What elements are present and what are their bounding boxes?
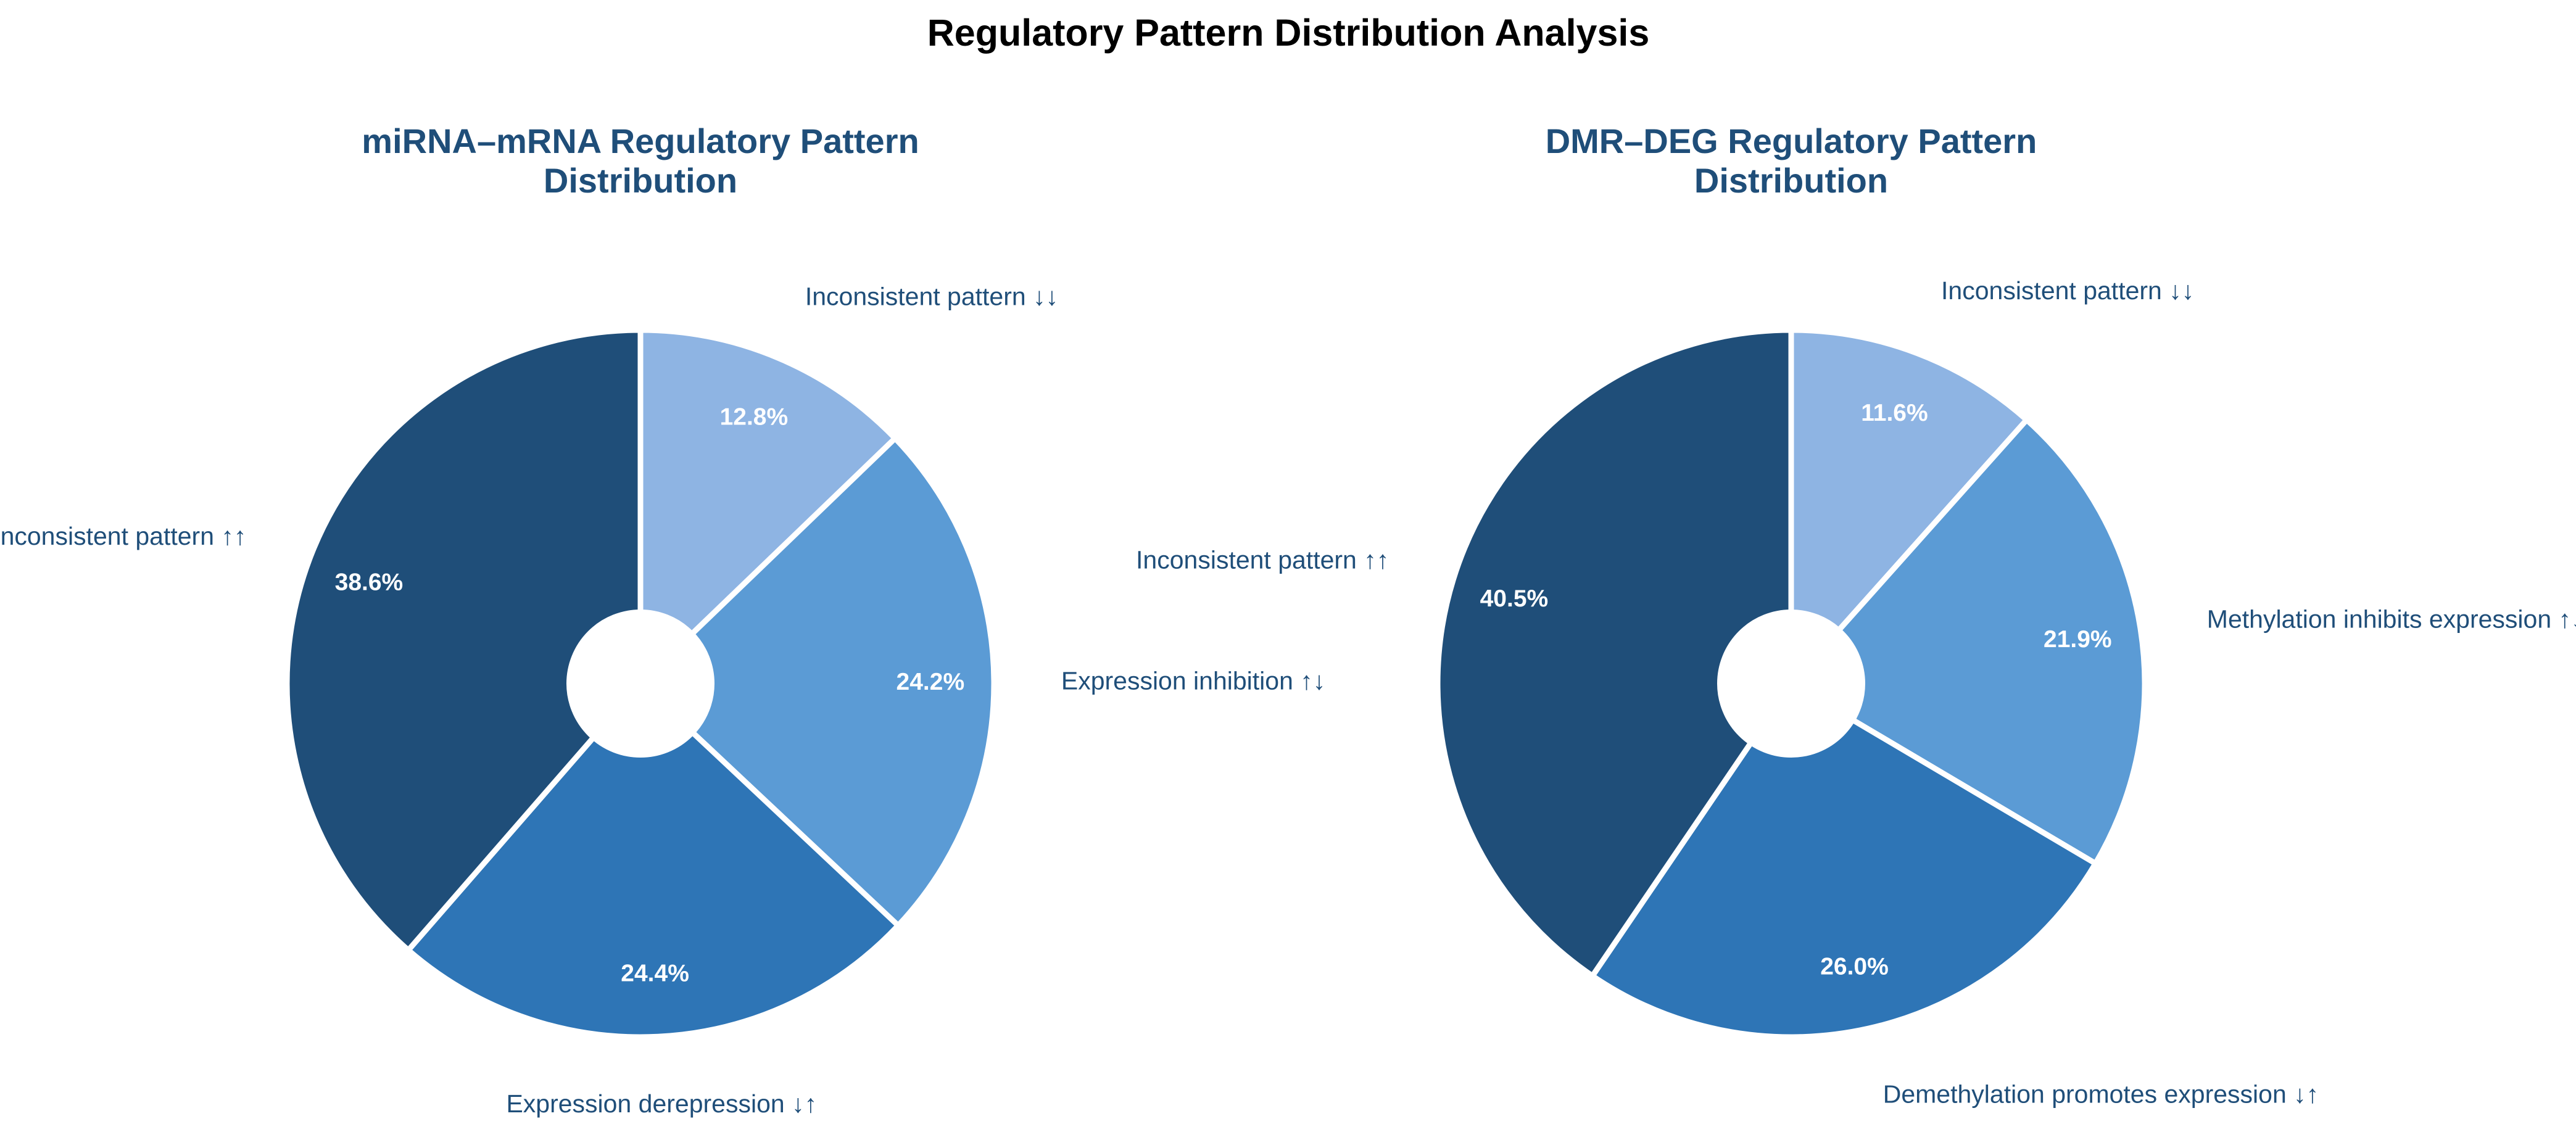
pie-title-line-1: miRNA–mRNA Regulatory Pattern xyxy=(362,122,919,160)
pie-slice-expression-inhibition-updown xyxy=(637,436,997,928)
pie-slice-inconsistent-pattern-upup xyxy=(1435,327,1794,979)
category-label-expression-derepression-downup: Expression derepression ↓↑ xyxy=(506,1089,817,1118)
pct-label-expression-inhibition-updown: 24.2% xyxy=(897,669,965,695)
pct-label-inconsistent-pattern-upup: 40.5% xyxy=(1480,585,1549,612)
figure-title: Regulatory Pattern Distribution Analysis xyxy=(927,12,1650,54)
pie-title-line-1: DMR–DEG Regulatory Pattern xyxy=(1546,122,2037,160)
pct-label-demethylation-promotes-expression-downup: 26.0% xyxy=(1820,954,1889,980)
pie-slice-inconsistent-pattern-downdown xyxy=(1788,327,2030,687)
pct-label-inconsistent-pattern-upup: 38.6% xyxy=(335,569,404,595)
pie-slice-inconsistent-pattern-downdown xyxy=(637,327,898,687)
pie-title-line-2: Distribution xyxy=(1694,161,1888,200)
pie-slice-expression-derepression-downup xyxy=(405,680,901,1040)
category-label-demethylation-promotes-expression-downup: Demethylation promotes expression ↓↑ xyxy=(1883,1080,2319,1108)
category-label-methylation-inhibits-expression-updown: Methylation inhibits expression ↑↓ xyxy=(2207,605,2576,633)
pie-title-line-2: Distribution xyxy=(544,161,737,200)
category-label-inconsistent-pattern-downdown: Inconsistent pattern ↓↓ xyxy=(1941,276,2194,305)
pct-label-methylation-inhibits-expression-updown: 21.9% xyxy=(2044,626,2112,653)
pie-slice-inconsistent-pattern-upup xyxy=(284,327,644,953)
pct-label-inconsistent-pattern-downdown: 11.6% xyxy=(1861,400,1928,426)
pie-slice-demethylation-promotes-expression-downup xyxy=(1589,680,2098,1040)
pie-slice-methylation-inhibits-expression-updown xyxy=(1788,417,2148,867)
pie-center-hole xyxy=(1717,610,1865,758)
pct-label-inconsistent-pattern-downdown: 12.8% xyxy=(720,404,789,431)
category-label-inconsistent-pattern-downdown: Inconsistent pattern ↓↓ xyxy=(805,283,1058,311)
category-label-inconsistent-pattern-upup: Inconsistent pattern ↑↑ xyxy=(0,522,246,550)
category-label-expression-inhibition-updown: Expression inhibition ↑↓ xyxy=(1061,667,1325,695)
pie-chart-mirna-mrna: miRNA–mRNA Regulatory PatternDistributio… xyxy=(0,122,1325,1118)
pct-label-expression-derepression-downup: 24.4% xyxy=(621,960,689,986)
category-label-inconsistent-pattern-upup: Inconsistent pattern ↑↑ xyxy=(1136,546,1389,574)
pie-center-hole xyxy=(566,610,714,758)
